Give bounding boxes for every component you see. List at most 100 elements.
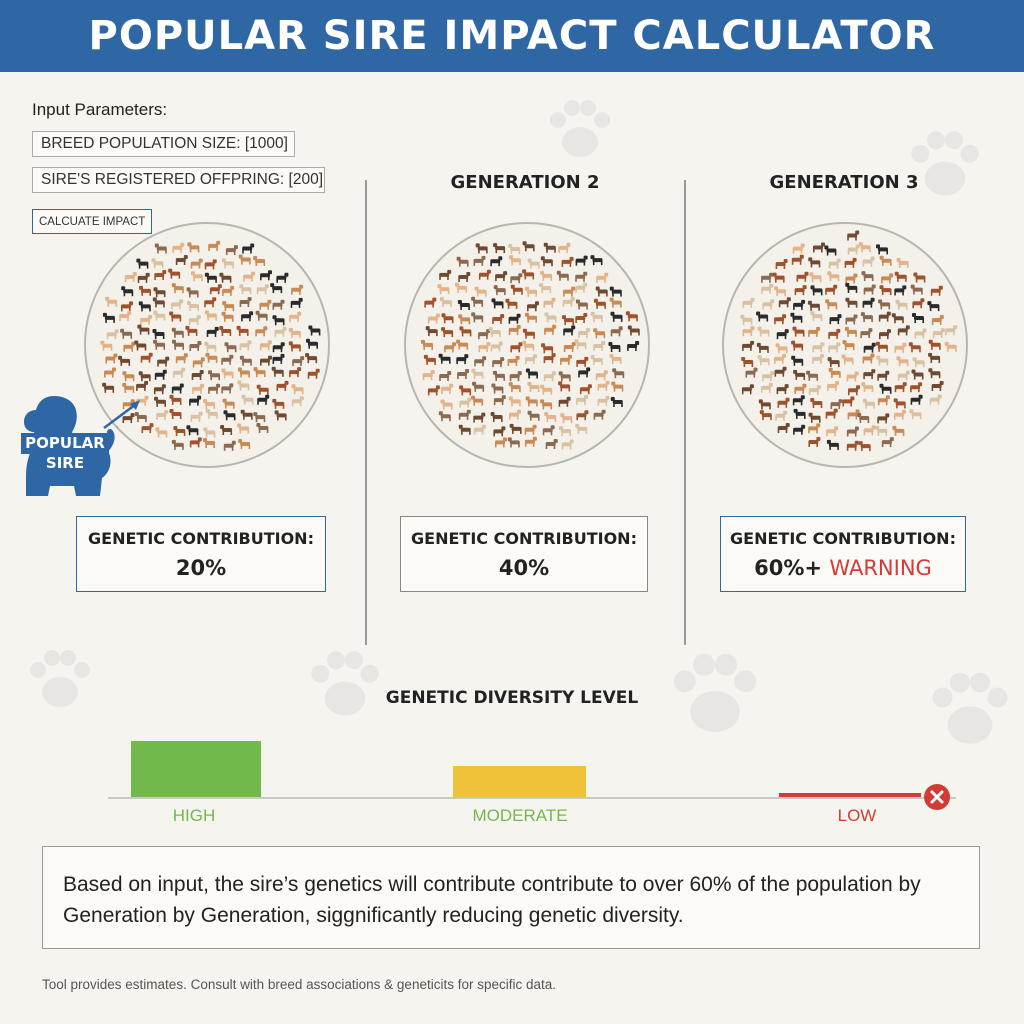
dog-figure [790, 312, 803, 323]
dog-figure [510, 273, 523, 284]
dog-figure [190, 258, 203, 269]
close-icon [924, 784, 950, 810]
dog-figure [791, 254, 804, 265]
dog-figure [120, 328, 133, 339]
dog-figure [929, 394, 942, 405]
dog-figure [189, 437, 202, 448]
dog-figure [808, 326, 821, 337]
dog-figure [223, 440, 236, 451]
dog-figure [189, 395, 202, 406]
dog-figure [612, 368, 625, 379]
dog-figure [172, 242, 185, 253]
dog-figure [186, 425, 199, 436]
dog-figure [472, 381, 485, 392]
dog-figure [154, 396, 166, 407]
dog-figure [243, 271, 256, 282]
dog-figure [137, 324, 150, 335]
dog-figure [844, 257, 857, 268]
dog-figure [190, 411, 203, 422]
dog-figure [171, 383, 184, 394]
dog-figure [775, 410, 788, 421]
breed-population-size-field[interactable]: BREED POPULATION SIZE: [1000] [32, 131, 295, 157]
dog-figure [441, 327, 454, 338]
dog-figure [439, 269, 452, 280]
generation-3-title: GENERATION 3 [769, 172, 919, 193]
dog-figure [291, 284, 304, 295]
dog-figure [274, 410, 287, 421]
dog-figure [574, 339, 587, 350]
dog-figure [808, 412, 821, 423]
dog-figure [175, 353, 188, 364]
dog-figure [543, 371, 556, 382]
dog-figure [222, 398, 235, 409]
dog-figure [221, 368, 234, 379]
dog-figure [493, 395, 506, 406]
dog-figure [522, 328, 535, 339]
dog-figure [894, 409, 906, 420]
dog-figure [208, 383, 221, 394]
column-divider [684, 180, 686, 645]
dog-figure [545, 439, 558, 449]
dog-figure [221, 383, 234, 394]
dog-figure [944, 341, 957, 352]
dog-figure [222, 301, 235, 312]
dog-figure [187, 242, 200, 253]
dog-figure [239, 297, 252, 307]
dog-figure [910, 382, 923, 393]
dog-figure [522, 241, 535, 252]
dog-figure [152, 297, 165, 308]
diversity-bar-high [131, 741, 261, 797]
calculate-impact-button[interactable]: CALCUATE IMPACT [32, 209, 153, 234]
dog-figure [204, 272, 217, 283]
dog-figure [806, 370, 819, 381]
dog-figure [204, 297, 217, 308]
dog-figure [205, 408, 218, 419]
dog-figure [253, 367, 266, 378]
dog-figure [576, 356, 589, 367]
dog-figure [560, 413, 573, 424]
dog-figure [490, 412, 503, 422]
genetic-contribution-box-generation-3: GENETIC CONTRIBUTION: 60%+ WARNING [720, 516, 966, 592]
dog-figure [271, 366, 284, 377]
population-circle-generation-3 [722, 222, 968, 468]
dog-figure [812, 353, 825, 364]
dog-figure [421, 339, 433, 350]
dog-figure [100, 340, 113, 351]
dog-figure [191, 370, 204, 380]
dog-figure [134, 412, 147, 422]
dog-figure [260, 355, 272, 366]
dog-figure [861, 382, 874, 393]
dog-figure [897, 370, 910, 381]
dog-figure [542, 425, 555, 436]
dog-figure [593, 341, 606, 351]
dog-figure [255, 310, 268, 321]
dog-figure [928, 368, 941, 379]
dog-figure [793, 369, 806, 380]
dog-figure [846, 440, 859, 451]
dog-figure [597, 395, 610, 406]
dog-figure [522, 269, 535, 280]
dog-figure [892, 425, 905, 436]
dog-figure [862, 353, 875, 364]
dog-figure [544, 324, 557, 335]
dog-figure [237, 423, 250, 434]
dog-figure [171, 283, 184, 294]
sire-registered-offspring-field[interactable]: SIRE'S REGISTERED OFFPRING: [200] [32, 167, 325, 193]
dog-figure [824, 245, 837, 256]
genetic-contribution-box-generation-2: GENETIC CONTRIBUTION: 40% [400, 516, 648, 592]
dog-figure [759, 410, 772, 421]
dog-figure [209, 284, 222, 295]
dog-figure [914, 328, 927, 339]
dog-figure [881, 437, 894, 448]
dog-figure [578, 367, 591, 378]
app-title: POPULAR SIRE IMPACT CALCULATOR [0, 0, 1024, 72]
dog-figure [845, 297, 858, 308]
dog-figure [141, 423, 154, 434]
dog-figure [459, 397, 472, 408]
dog-figure [828, 328, 841, 339]
dog-figure [860, 312, 873, 323]
paw-print-decoration [30, 650, 90, 707]
dog-figure [774, 286, 786, 297]
dog-figure [778, 297, 791, 308]
dog-figure [471, 296, 484, 307]
